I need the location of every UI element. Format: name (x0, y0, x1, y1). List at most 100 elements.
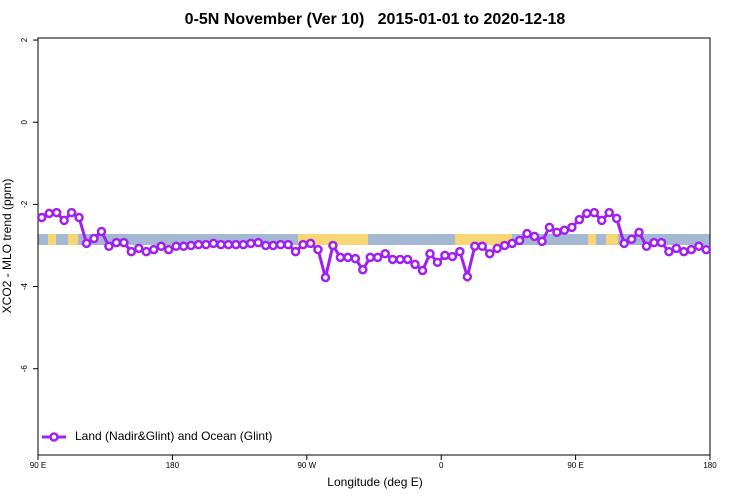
land-band (606, 234, 618, 245)
data-point (507, 238, 517, 249)
data-point (320, 272, 331, 283)
data-point (275, 239, 286, 250)
x-tick-label: 0 (439, 461, 444, 470)
data-point (395, 254, 405, 265)
data-point (589, 207, 600, 218)
data-point (96, 226, 107, 237)
data-point (484, 248, 495, 259)
data-point (208, 238, 219, 249)
data-point (201, 239, 211, 250)
data-point (626, 234, 637, 245)
data-point (111, 237, 122, 248)
data-point (686, 244, 697, 255)
land-band (48, 234, 56, 245)
data-point (372, 252, 383, 263)
data-point (74, 212, 84, 223)
data-point (104, 241, 114, 252)
data-point (283, 239, 293, 250)
data-point (171, 241, 181, 252)
data-point (649, 237, 659, 248)
data-point (529, 231, 540, 242)
y-tick-label: 2 (20, 37, 29, 42)
data-point (51, 207, 62, 218)
x-tick-label: 90 W (297, 461, 316, 470)
data-point (492, 243, 502, 254)
data-point (134, 243, 144, 254)
y-axis-label: XCO2 - MLO trend (ppm) (0, 179, 14, 314)
surface-band (38, 234, 710, 245)
data-point (365, 252, 376, 263)
data-point (253, 237, 264, 248)
data-point (290, 246, 301, 257)
data-point (268, 240, 278, 251)
data-point (596, 215, 607, 226)
data-point (604, 207, 614, 218)
data-point (343, 252, 353, 263)
data-point (313, 244, 323, 255)
data-point (305, 238, 316, 249)
data-point (410, 259, 420, 270)
data-point (514, 235, 525, 246)
plot-frame (37, 37, 711, 456)
data-point (186, 240, 196, 251)
data-point (477, 241, 488, 252)
data-point (537, 236, 547, 247)
data-point (432, 257, 443, 268)
data-point (671, 243, 682, 254)
data-point (679, 246, 689, 257)
data-point (499, 240, 510, 251)
data-point (701, 244, 712, 255)
data-point (656, 237, 667, 248)
data-point (582, 208, 592, 219)
data-point (36, 212, 47, 223)
data-point (358, 264, 368, 275)
data-point (447, 251, 458, 262)
data-point (440, 250, 450, 261)
data-point (89, 233, 99, 244)
y-tick-label: -4 (20, 282, 29, 290)
data-point (119, 237, 129, 248)
y-tick-label: -2 (20, 200, 29, 208)
data-point (455, 246, 465, 257)
data-point (611, 213, 622, 224)
data-point (335, 252, 346, 263)
x-tick-label: 180 (703, 461, 717, 470)
data-point (634, 227, 644, 238)
land-band (588, 234, 596, 245)
data-point (619, 238, 629, 249)
x-tick-label: 180 (166, 461, 180, 470)
data-point (231, 239, 241, 250)
data-point (178, 241, 189, 252)
data-point (216, 239, 226, 250)
land-band (298, 234, 368, 245)
y-tick-label: -6 (20, 365, 29, 373)
data-point (567, 222, 577, 233)
data-point (141, 246, 152, 257)
data-point (641, 241, 652, 252)
legend: Land (Nadir&Glint) and Ocean (Glint) (42, 429, 272, 443)
x-axis-label: Longitude (deg E) (327, 475, 422, 489)
data-point (81, 238, 92, 249)
y-tick-label: 0 (20, 119, 29, 124)
land-band (455, 234, 512, 245)
data-point (59, 215, 69, 226)
data-point (66, 207, 77, 218)
data-point (402, 254, 413, 265)
data-point (298, 239, 308, 250)
x-tick-label: 90 E (567, 461, 583, 470)
data-point (425, 248, 435, 259)
data-point (694, 241, 704, 252)
data-point (223, 239, 234, 250)
data-point (387, 254, 398, 265)
data-point (238, 239, 249, 250)
chart-title: 0-5N November (Ver 10) 2015-01-01 to 202… (185, 11, 566, 28)
data-point (462, 271, 473, 282)
land-band (68, 234, 78, 245)
data-point (559, 225, 570, 236)
data-point (522, 228, 532, 239)
data-point (126, 246, 137, 257)
data-point (163, 244, 174, 255)
data-point (193, 239, 204, 250)
data-point (148, 244, 159, 255)
